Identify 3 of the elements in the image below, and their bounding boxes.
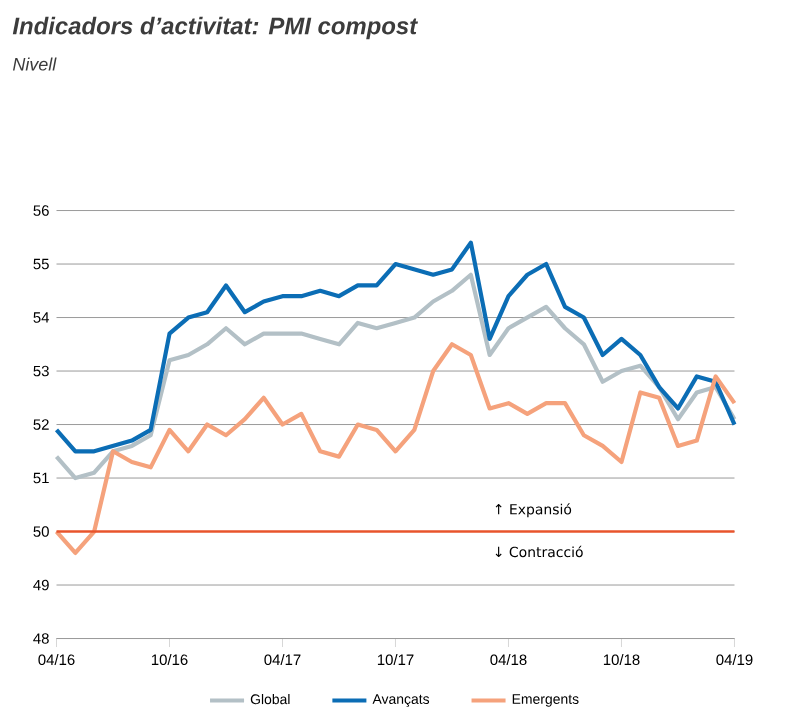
chart-title: Indicadors d’activitat: PMI compost: [12, 17, 418, 40]
line-series: [54, 342, 737, 556]
chart-subtitle: Nivell: [12, 57, 57, 72]
